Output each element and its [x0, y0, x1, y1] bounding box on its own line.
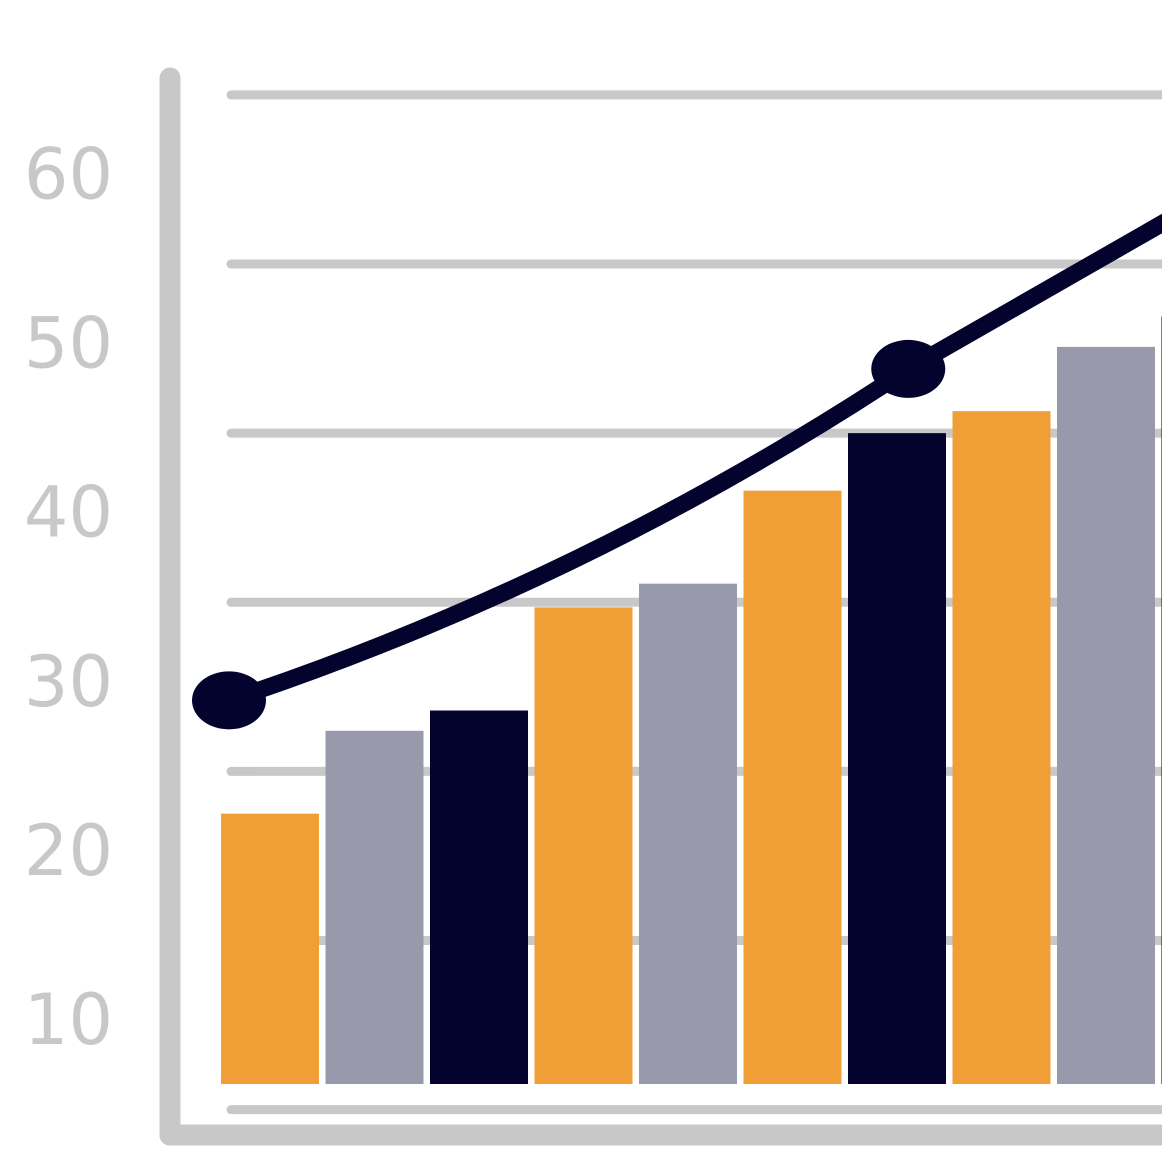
- bars: [221, 316, 1162, 1085]
- y-tick-label: 40: [24, 472, 113, 554]
- bar: [534, 607, 633, 1084]
- y-tick-label: 10: [24, 979, 113, 1061]
- y-tick-label: 50: [24, 303, 113, 385]
- trend-line: [192, 213, 1162, 730]
- y-tick-label: 30: [24, 641, 113, 723]
- bar: [639, 583, 737, 1084]
- bar: [325, 730, 424, 1084]
- trend-point-marker: [871, 339, 946, 398]
- bar: [221, 813, 319, 1084]
- bar: [1057, 346, 1155, 1085]
- bar: [848, 433, 946, 1085]
- axes: [159, 67, 1162, 1146]
- trend-line-path: [220, 213, 1162, 709]
- bar: [952, 411, 1051, 1085]
- y-tick-labels: 10 20 30 40 50 60: [24, 134, 113, 1062]
- bar: [743, 490, 842, 1084]
- y-tick-label: 60: [24, 134, 113, 216]
- y-tick-label: 20: [24, 810, 113, 892]
- bar: [430, 710, 528, 1084]
- trend-point-marker: [192, 671, 266, 730]
